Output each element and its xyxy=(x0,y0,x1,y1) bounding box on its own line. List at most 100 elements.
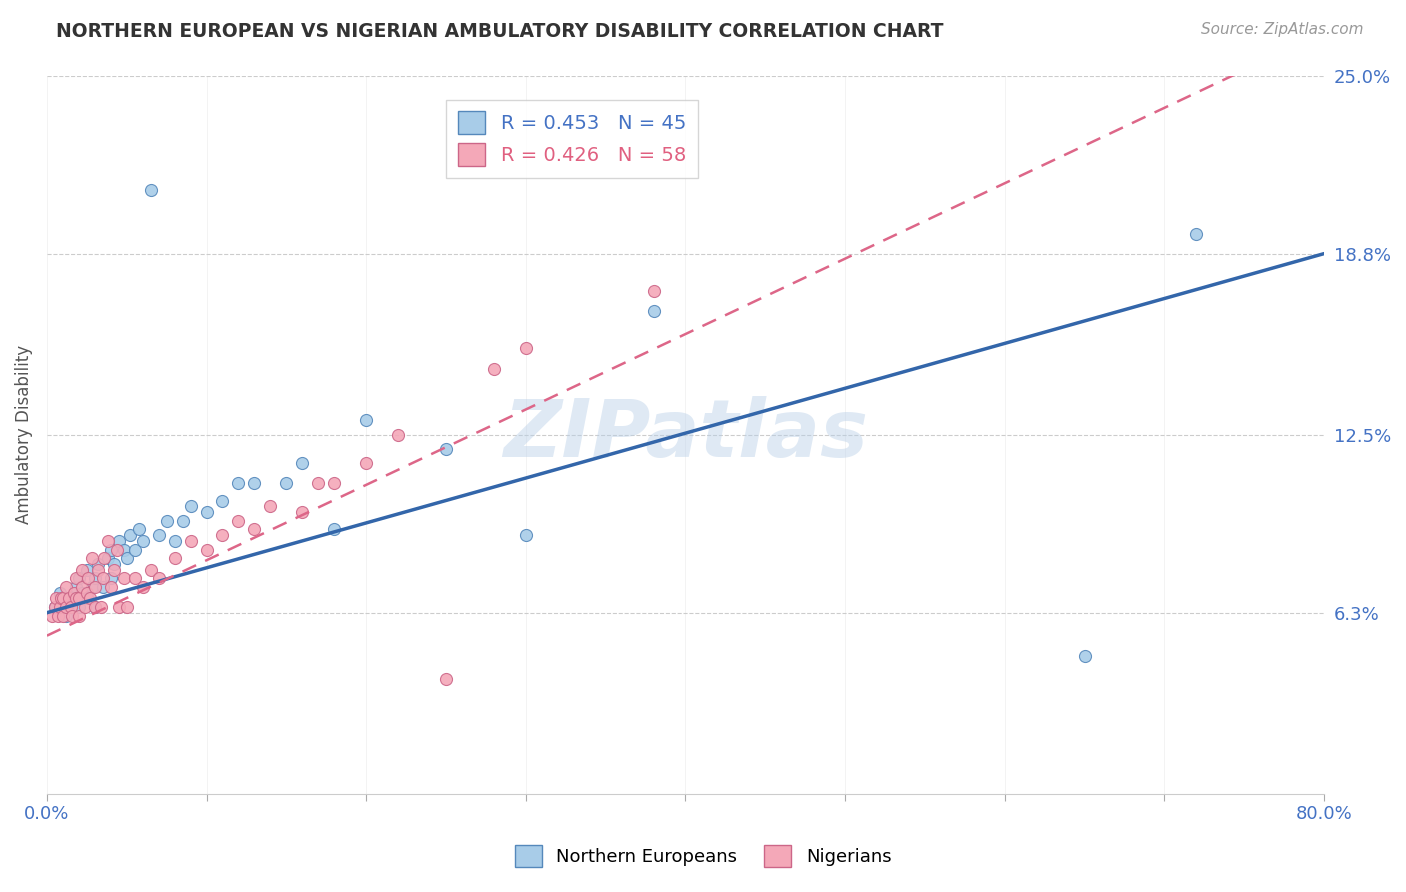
Point xyxy=(103,557,125,571)
Point xyxy=(96,533,118,548)
Point xyxy=(434,672,457,686)
Point xyxy=(62,608,84,623)
Point xyxy=(90,599,112,614)
Point xyxy=(45,591,67,606)
Point xyxy=(211,493,233,508)
Legend: Northern Europeans, Nigerians: Northern Europeans, Nigerians xyxy=(508,838,898,874)
Point xyxy=(44,599,66,614)
Point xyxy=(67,608,90,623)
Point xyxy=(52,608,75,623)
Point xyxy=(51,591,73,606)
Point xyxy=(515,342,537,356)
Point xyxy=(228,476,250,491)
Point xyxy=(482,361,505,376)
Point xyxy=(243,522,266,536)
Point xyxy=(83,599,105,614)
Point xyxy=(115,551,138,566)
Point xyxy=(83,580,105,594)
Point xyxy=(112,542,135,557)
Point xyxy=(148,571,170,585)
Text: NORTHERN EUROPEAN VS NIGERIAN AMBULATORY DISABILITY CORRELATION CHART: NORTHERN EUROPEAN VS NIGERIAN AMBULATORY… xyxy=(56,22,943,41)
Point xyxy=(65,580,87,594)
Point xyxy=(55,580,77,594)
Point xyxy=(91,580,114,594)
Point xyxy=(107,599,129,614)
Point xyxy=(46,608,69,623)
Point xyxy=(77,571,100,585)
Point xyxy=(65,571,87,585)
Point xyxy=(354,456,377,470)
Point xyxy=(67,571,90,585)
Point xyxy=(48,599,70,614)
Point xyxy=(100,580,122,594)
Point xyxy=(323,476,346,491)
Point xyxy=(434,442,457,456)
Point xyxy=(180,500,202,514)
Point xyxy=(211,528,233,542)
Point xyxy=(59,599,82,614)
Point xyxy=(307,476,329,491)
Point xyxy=(80,580,103,594)
Point xyxy=(67,591,90,606)
Point xyxy=(55,599,77,614)
Point xyxy=(87,563,110,577)
Point xyxy=(131,533,153,548)
Point xyxy=(124,542,146,557)
Point xyxy=(354,413,377,427)
Point xyxy=(79,591,101,606)
Point xyxy=(83,599,105,614)
Point xyxy=(180,533,202,548)
Point xyxy=(70,580,93,594)
Point xyxy=(59,591,82,606)
Point xyxy=(96,551,118,566)
Point xyxy=(291,505,314,519)
Point xyxy=(76,585,98,599)
Point xyxy=(156,514,179,528)
Point xyxy=(124,571,146,585)
Point xyxy=(63,585,86,599)
Point xyxy=(93,551,115,566)
Point xyxy=(100,571,122,585)
Text: Source: ZipAtlas.com: Source: ZipAtlas.com xyxy=(1201,22,1364,37)
Legend: R = 0.453   N = 45, R = 0.426   N = 58: R = 0.453 N = 45, R = 0.426 N = 58 xyxy=(446,100,697,178)
Point xyxy=(1185,227,1208,241)
Point xyxy=(291,456,314,470)
Point xyxy=(128,522,150,536)
Point xyxy=(67,599,90,614)
Point xyxy=(112,571,135,585)
Point xyxy=(100,542,122,557)
Point xyxy=(323,522,346,536)
Point xyxy=(148,528,170,542)
Point xyxy=(55,608,77,623)
Point xyxy=(41,608,63,623)
Point xyxy=(139,183,162,197)
Point xyxy=(48,585,70,599)
Point xyxy=(105,542,128,557)
Point xyxy=(70,563,93,577)
Point xyxy=(172,514,194,528)
Point xyxy=(52,591,75,606)
Point xyxy=(75,599,97,614)
Point xyxy=(115,599,138,614)
Point xyxy=(65,591,87,606)
Point xyxy=(643,284,665,298)
Point xyxy=(243,476,266,491)
Point xyxy=(276,476,298,491)
Point xyxy=(195,542,218,557)
Point xyxy=(80,551,103,566)
Point xyxy=(163,533,186,548)
Point xyxy=(76,591,98,606)
Point xyxy=(131,580,153,594)
Point xyxy=(91,571,114,585)
Point xyxy=(83,571,105,585)
Point xyxy=(139,563,162,577)
Point xyxy=(70,585,93,599)
Point xyxy=(103,563,125,577)
Point xyxy=(387,427,409,442)
Point xyxy=(515,528,537,542)
Point xyxy=(107,533,129,548)
Point xyxy=(58,591,80,606)
Text: ZIPatlas: ZIPatlas xyxy=(503,395,868,474)
Point xyxy=(228,514,250,528)
Point xyxy=(87,557,110,571)
